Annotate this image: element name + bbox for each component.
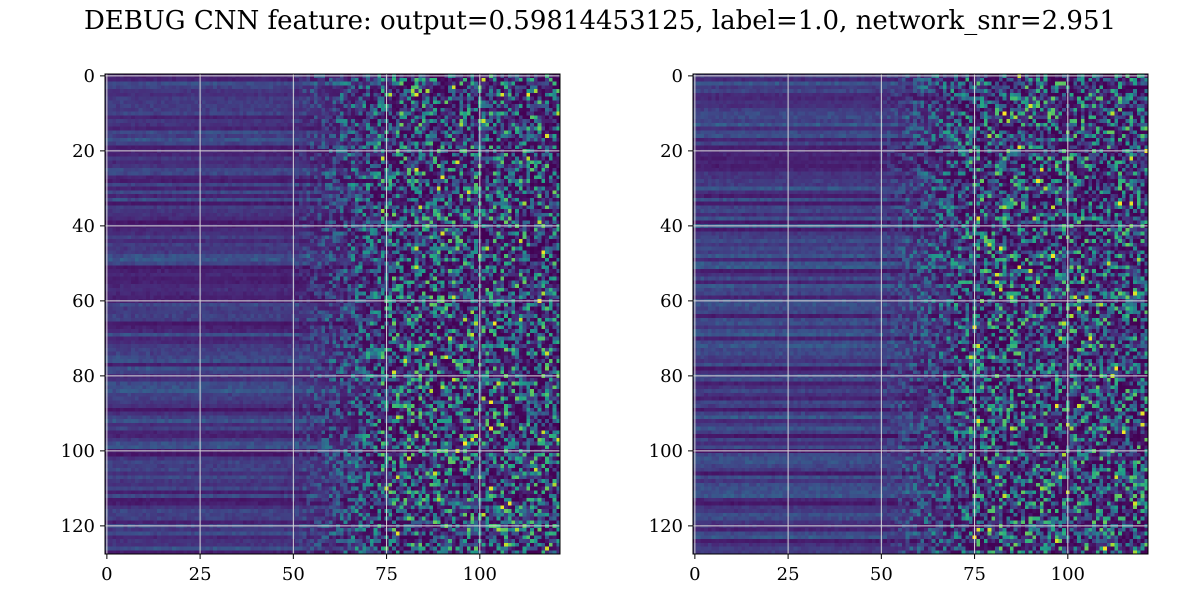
y-tick-label: 100 — [649, 441, 683, 462]
x-tick-label: 75 — [963, 564, 986, 585]
y-tick-label: 100 — [61, 441, 95, 462]
x-tick-label: 50 — [870, 564, 893, 585]
y-tick-label: 80 — [660, 366, 683, 387]
y-tick-label: 40 — [660, 216, 683, 237]
y-tick-label: 60 — [660, 291, 683, 312]
figure-title: DEBUG CNN feature: output=0.59814453125,… — [83, 6, 1117, 36]
heatmap-panel-1: 0 25 50 75 100 0 20 40 60 80 100 120 — [61, 66, 561, 585]
x-tick-label: 75 — [375, 564, 398, 585]
x-tick-label: 100 — [1051, 564, 1085, 585]
x-tick-label: 50 — [282, 564, 305, 585]
y-tick-label: 20 — [72, 141, 95, 162]
heatmap-image-1 — [105, 74, 560, 554]
x-tick-label: 100 — [463, 564, 497, 585]
y-tick-label: 80 — [72, 366, 95, 387]
y-tick-label: 20 — [660, 141, 683, 162]
y-tick-label: 120 — [61, 516, 95, 537]
heatmap-image-2 — [693, 74, 1148, 554]
y-tick-label: 120 — [649, 516, 683, 537]
x-tick-label: 0 — [101, 564, 112, 585]
heatmap-panel-2: 0 25 50 75 100 0 20 40 60 80 100 120 — [649, 66, 1149, 585]
y-tick-label: 0 — [84, 66, 95, 87]
y-tick-label: 40 — [72, 216, 95, 237]
x-tick-label: 25 — [777, 564, 800, 585]
axes-frame — [104, 73, 561, 555]
y-tick-label: 60 — [72, 291, 95, 312]
x-tick-label: 0 — [689, 564, 700, 585]
x-tick-label: 25 — [189, 564, 212, 585]
y-tick-label: 0 — [672, 66, 683, 87]
axes-frame — [692, 73, 1149, 555]
